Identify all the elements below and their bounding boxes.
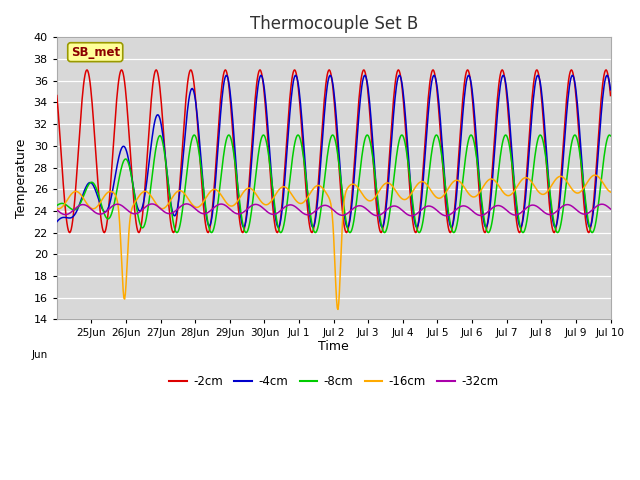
-32cm	[408, 213, 415, 219]
-2cm	[53, 93, 61, 98]
-2cm	[505, 120, 513, 125]
Line: -4cm: -4cm	[57, 75, 611, 227]
-4cm	[61, 215, 69, 220]
-4cm	[452, 196, 460, 202]
-4cm	[129, 180, 136, 185]
-8cm	[504, 137, 512, 143]
-16cm	[334, 307, 342, 312]
-8cm	[589, 229, 596, 235]
-16cm	[607, 189, 614, 195]
-2cm	[66, 230, 74, 236]
-16cm	[504, 193, 512, 199]
-4cm	[240, 224, 248, 230]
Text: Jun: Jun	[31, 350, 47, 360]
Line: -2cm: -2cm	[57, 70, 611, 233]
-32cm	[53, 207, 61, 213]
-8cm	[175, 227, 182, 233]
-16cm	[452, 178, 460, 183]
-2cm	[176, 177, 184, 183]
-8cm	[521, 227, 529, 233]
Text: SB_met: SB_met	[70, 46, 120, 59]
-32cm	[175, 205, 182, 211]
Y-axis label: Temperature: Temperature	[15, 139, 28, 218]
-2cm	[130, 200, 138, 205]
-16cm	[175, 188, 182, 194]
-8cm	[53, 203, 61, 208]
-4cm	[175, 198, 182, 204]
-2cm	[522, 187, 529, 192]
-4cm	[53, 219, 61, 225]
-32cm	[505, 209, 513, 215]
-16cm	[521, 175, 529, 181]
-16cm	[61, 200, 69, 205]
-2cm	[607, 93, 614, 98]
-32cm	[61, 212, 69, 217]
-32cm	[522, 206, 529, 212]
-8cm	[129, 180, 136, 185]
X-axis label: Time: Time	[318, 340, 349, 353]
-4cm	[607, 87, 614, 93]
-4cm	[223, 72, 230, 78]
-16cm	[129, 204, 136, 210]
-16cm	[53, 205, 61, 211]
-8cm	[452, 227, 460, 233]
-32cm	[129, 211, 136, 216]
-8cm	[61, 202, 69, 207]
Legend: -2cm, -4cm, -8cm, -16cm, -32cm: -2cm, -4cm, -8cm, -16cm, -32cm	[164, 370, 503, 393]
Line: -32cm: -32cm	[57, 204, 611, 216]
-32cm	[452, 207, 460, 213]
Line: -16cm: -16cm	[57, 175, 611, 310]
-32cm	[183, 201, 191, 207]
-8cm	[433, 132, 440, 138]
-4cm	[505, 108, 513, 114]
-16cm	[591, 172, 598, 178]
-2cm	[83, 67, 91, 73]
-4cm	[522, 196, 529, 202]
-2cm	[452, 187, 460, 192]
-8cm	[607, 133, 614, 139]
-32cm	[607, 206, 614, 212]
-2cm	[61, 208, 69, 214]
Title: Thermocouple Set B: Thermocouple Set B	[250, 15, 418, 33]
Line: -8cm: -8cm	[57, 135, 611, 232]
